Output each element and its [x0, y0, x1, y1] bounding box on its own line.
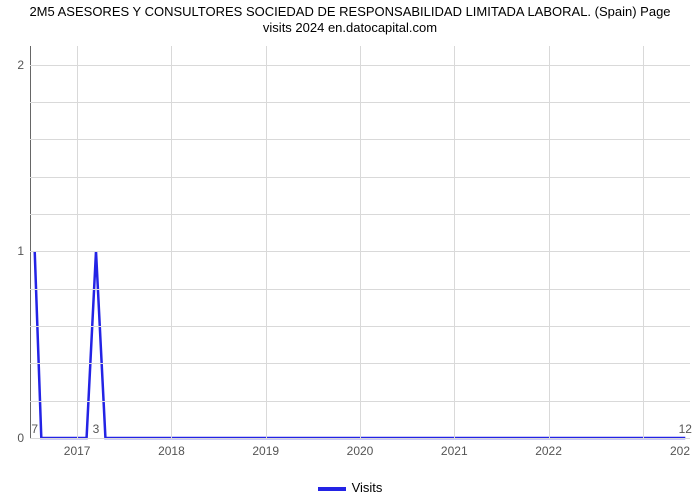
grid-line-v [360, 46, 361, 438]
x-tick-label: 2017 [64, 444, 91, 458]
x-tick-label-clipped: 202 [670, 444, 690, 458]
grid-line-v [549, 46, 550, 438]
x-tick-label: 2021 [441, 444, 468, 458]
grid-line-v [266, 46, 267, 438]
y-tick-label: 1 [17, 244, 24, 258]
grid-line-v [171, 46, 172, 438]
x-tick-label: 2020 [347, 444, 374, 458]
legend: Visits [0, 480, 700, 495]
x-tick-label: 2018 [158, 444, 185, 458]
x-tick-label: 2019 [252, 444, 279, 458]
grid-line-v [77, 46, 78, 438]
legend-swatch [318, 487, 346, 491]
y-tick-label: 2 [17, 58, 24, 72]
plot-area: 0122017201820192020202120222027312 [30, 46, 690, 438]
grid-line-h [30, 438, 690, 439]
x-tick-label: 2022 [535, 444, 562, 458]
legend-label: Visits [352, 480, 383, 495]
chart-title: 2M5 ASESORES Y CONSULTORES SOCIEDAD DE R… [0, 4, 700, 35]
grid-line-v [454, 46, 455, 438]
grid-line-v [643, 46, 644, 438]
y-tick-label: 0 [17, 431, 24, 445]
